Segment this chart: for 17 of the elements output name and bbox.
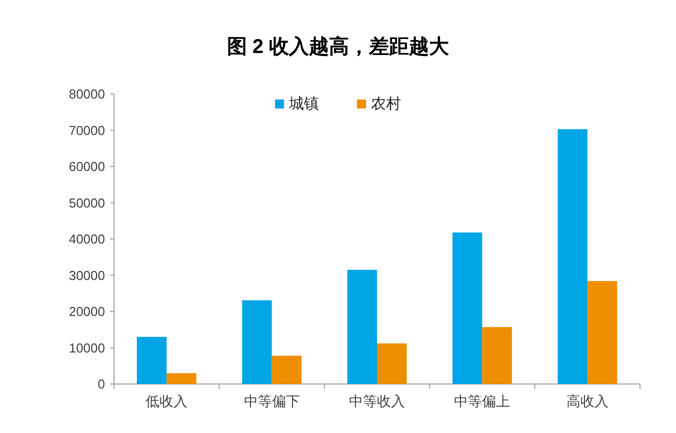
legend-label: 农村 bbox=[371, 96, 401, 112]
x-tick-label: 高收入 bbox=[566, 393, 608, 409]
y-tick-label: 50000 bbox=[68, 195, 105, 210]
y-tick-label: 60000 bbox=[68, 159, 105, 174]
x-tick-label: 中等偏下 bbox=[244, 393, 300, 409]
legend-label: 城镇 bbox=[289, 96, 319, 112]
y-tick-label: 40000 bbox=[68, 232, 105, 246]
x-tick-label: 中等收入 bbox=[349, 393, 405, 409]
y-tick-label: 10000 bbox=[68, 340, 105, 356]
y-tick-label: 80000 bbox=[68, 86, 105, 102]
y-tick-label: 30000 bbox=[68, 268, 105, 283]
y-tick-label: 20000 bbox=[68, 304, 105, 319]
x-tick-label: 低收入 bbox=[146, 393, 188, 409]
x-tick-label: 中等偏上 bbox=[454, 393, 510, 409]
y-tick-label: 70000 bbox=[68, 122, 105, 138]
y-tick-label: 0 bbox=[98, 376, 105, 392]
title: 图 2 收入越高，差距越大 bbox=[226, 36, 450, 58]
